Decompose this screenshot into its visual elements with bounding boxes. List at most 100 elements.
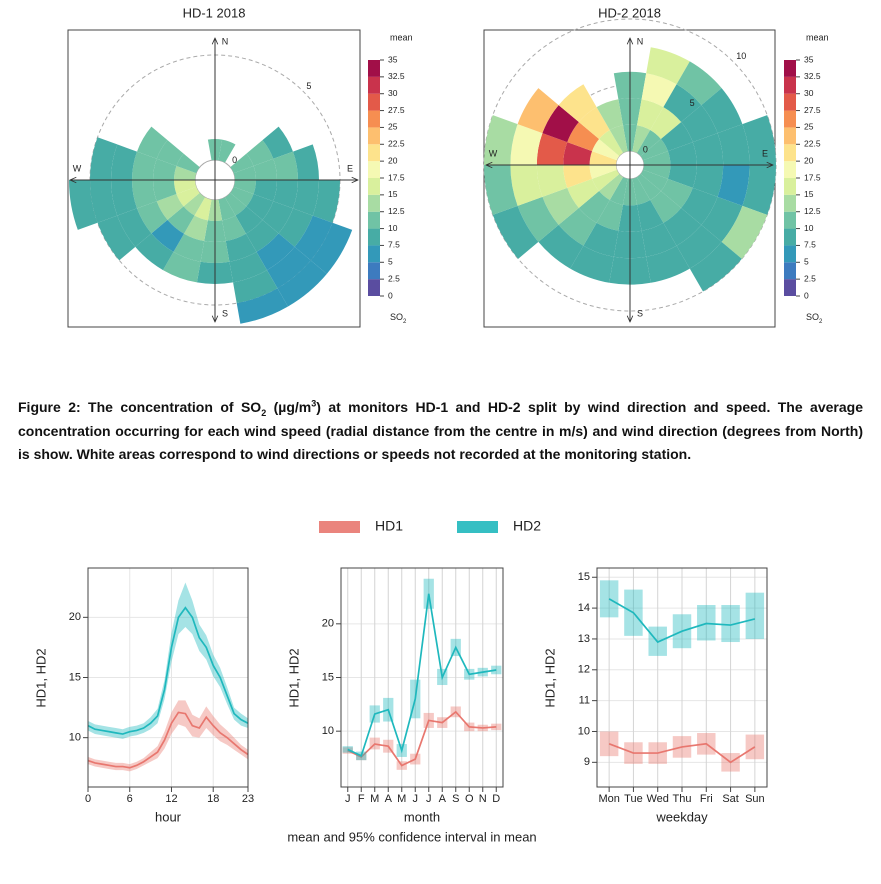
colorbar-band — [368, 228, 380, 246]
wind-cell — [194, 197, 212, 221]
wind-cell — [646, 245, 690, 283]
wind-cell — [599, 173, 623, 200]
wind-cell — [663, 84, 702, 123]
ring-label: 0 — [643, 144, 648, 154]
colorbar-band — [784, 110, 796, 128]
ring-label: 5 — [690, 98, 695, 108]
wind-cell — [132, 151, 157, 180]
y-tick-label: 11 — [579, 695, 590, 707]
wind-cell — [218, 139, 236, 163]
x-tick-label: J — [413, 793, 419, 805]
wind-cell — [643, 165, 671, 179]
x-tick-label: M — [397, 793, 406, 805]
wind-cell — [235, 206, 263, 234]
x-axis-label: weekday — [655, 809, 708, 824]
wind-cell — [174, 180, 197, 195]
confidence-box — [745, 734, 765, 760]
colorbar-tick-label: 27.5 — [388, 105, 405, 115]
wind-cell — [563, 142, 593, 165]
compass-label: S — [637, 308, 643, 318]
wind-cell — [111, 180, 138, 216]
chart-title: HD-1 2018 — [183, 5, 246, 20]
wind-cell — [273, 180, 298, 209]
chart-title: HD-2 2018 — [598, 5, 661, 20]
wind-cell — [650, 107, 682, 140]
colorbar-tick-label: 22.5 — [388, 139, 405, 149]
colorbar-band — [784, 127, 796, 145]
y-tick-label: 13 — [578, 633, 590, 645]
colorbar-band — [784, 178, 796, 195]
x-tick-label: J — [345, 793, 351, 805]
colorbar-tick-label: 2.5 — [388, 273, 400, 283]
colorbar-band — [368, 178, 380, 195]
legend-label: HD2 — [513, 518, 541, 534]
wind-cell — [650, 190, 682, 223]
wind-cell — [176, 153, 200, 174]
colorbar-tick-label: 10 — [804, 223, 814, 233]
x-tick-label: Fri — [700, 793, 713, 805]
colorbar-tick-label: 2.5 — [804, 273, 816, 283]
colorbar-tick-label: 17.5 — [804, 172, 821, 182]
wind-cell — [660, 178, 693, 208]
wind-cell — [609, 177, 628, 205]
colorbar-tick-label: 5 — [388, 257, 393, 267]
wind-cell — [294, 215, 333, 261]
colorbar-band — [784, 228, 796, 246]
x-tick-label: O — [465, 793, 474, 805]
wind-cell — [312, 180, 340, 223]
wind-cell — [236, 288, 288, 324]
confidence-band — [88, 582, 248, 739]
wind-cell — [97, 215, 136, 261]
caption-text: (µg/m — [266, 399, 312, 415]
caption-text: Figure 2: The concentration of SO — [18, 399, 262, 415]
caption-text: 2 — [261, 407, 267, 418]
wind-cell — [151, 219, 184, 252]
plot-frame — [87, 567, 249, 788]
colorbar-tick-label: 15 — [804, 189, 814, 199]
compass-label: N — [637, 36, 644, 46]
colorbar-tick-label: 27.5 — [804, 105, 821, 115]
colorbar-band — [784, 93, 796, 111]
colorbar-tick-label: 0 — [388, 290, 393, 300]
ring-label: 0 — [232, 155, 237, 165]
wind-cell — [253, 180, 277, 202]
colorbar-tick-label: 10 — [388, 223, 398, 233]
compass-label: W — [73, 163, 82, 173]
wind-cell — [583, 222, 619, 257]
wind-cell — [229, 251, 267, 283]
wind-cell — [742, 115, 776, 165]
x-tick-label: 23 — [242, 793, 254, 805]
wind-cell — [721, 205, 768, 259]
wind-cell — [596, 199, 623, 231]
wind-cell — [689, 241, 742, 292]
confidence-box — [745, 592, 765, 639]
x-tick-label: Wed — [647, 793, 669, 805]
y-tick-label: 14 — [578, 602, 590, 614]
wind-cell — [599, 130, 623, 157]
colorbar-band — [784, 60, 796, 77]
ring-label: 10 — [736, 51, 746, 61]
wind-cell — [563, 165, 593, 188]
wind-cell — [111, 144, 138, 180]
compass-label: E — [347, 163, 353, 173]
colorbar-band — [368, 211, 380, 229]
wind-cell — [233, 270, 278, 304]
wind-cell — [137, 126, 168, 159]
wind-cell — [570, 245, 614, 283]
x-tick-label: M — [370, 793, 379, 805]
colorbar-tick-label: 5 — [804, 257, 809, 267]
wind-cell — [646, 47, 690, 85]
x-axis-label: hour — [155, 809, 182, 824]
wind-cell — [660, 122, 693, 152]
wind-cell — [578, 107, 610, 140]
wind-cell — [567, 178, 600, 208]
x-tick-label: 18 — [207, 793, 219, 805]
colorbar-tick-label: 22.5 — [804, 139, 821, 149]
x-tick-label: F — [358, 793, 365, 805]
colorbar-band — [784, 161, 796, 178]
wind-cell — [153, 180, 177, 202]
wind-cell — [681, 105, 718, 143]
x-tick-label: Sun — [745, 793, 765, 805]
